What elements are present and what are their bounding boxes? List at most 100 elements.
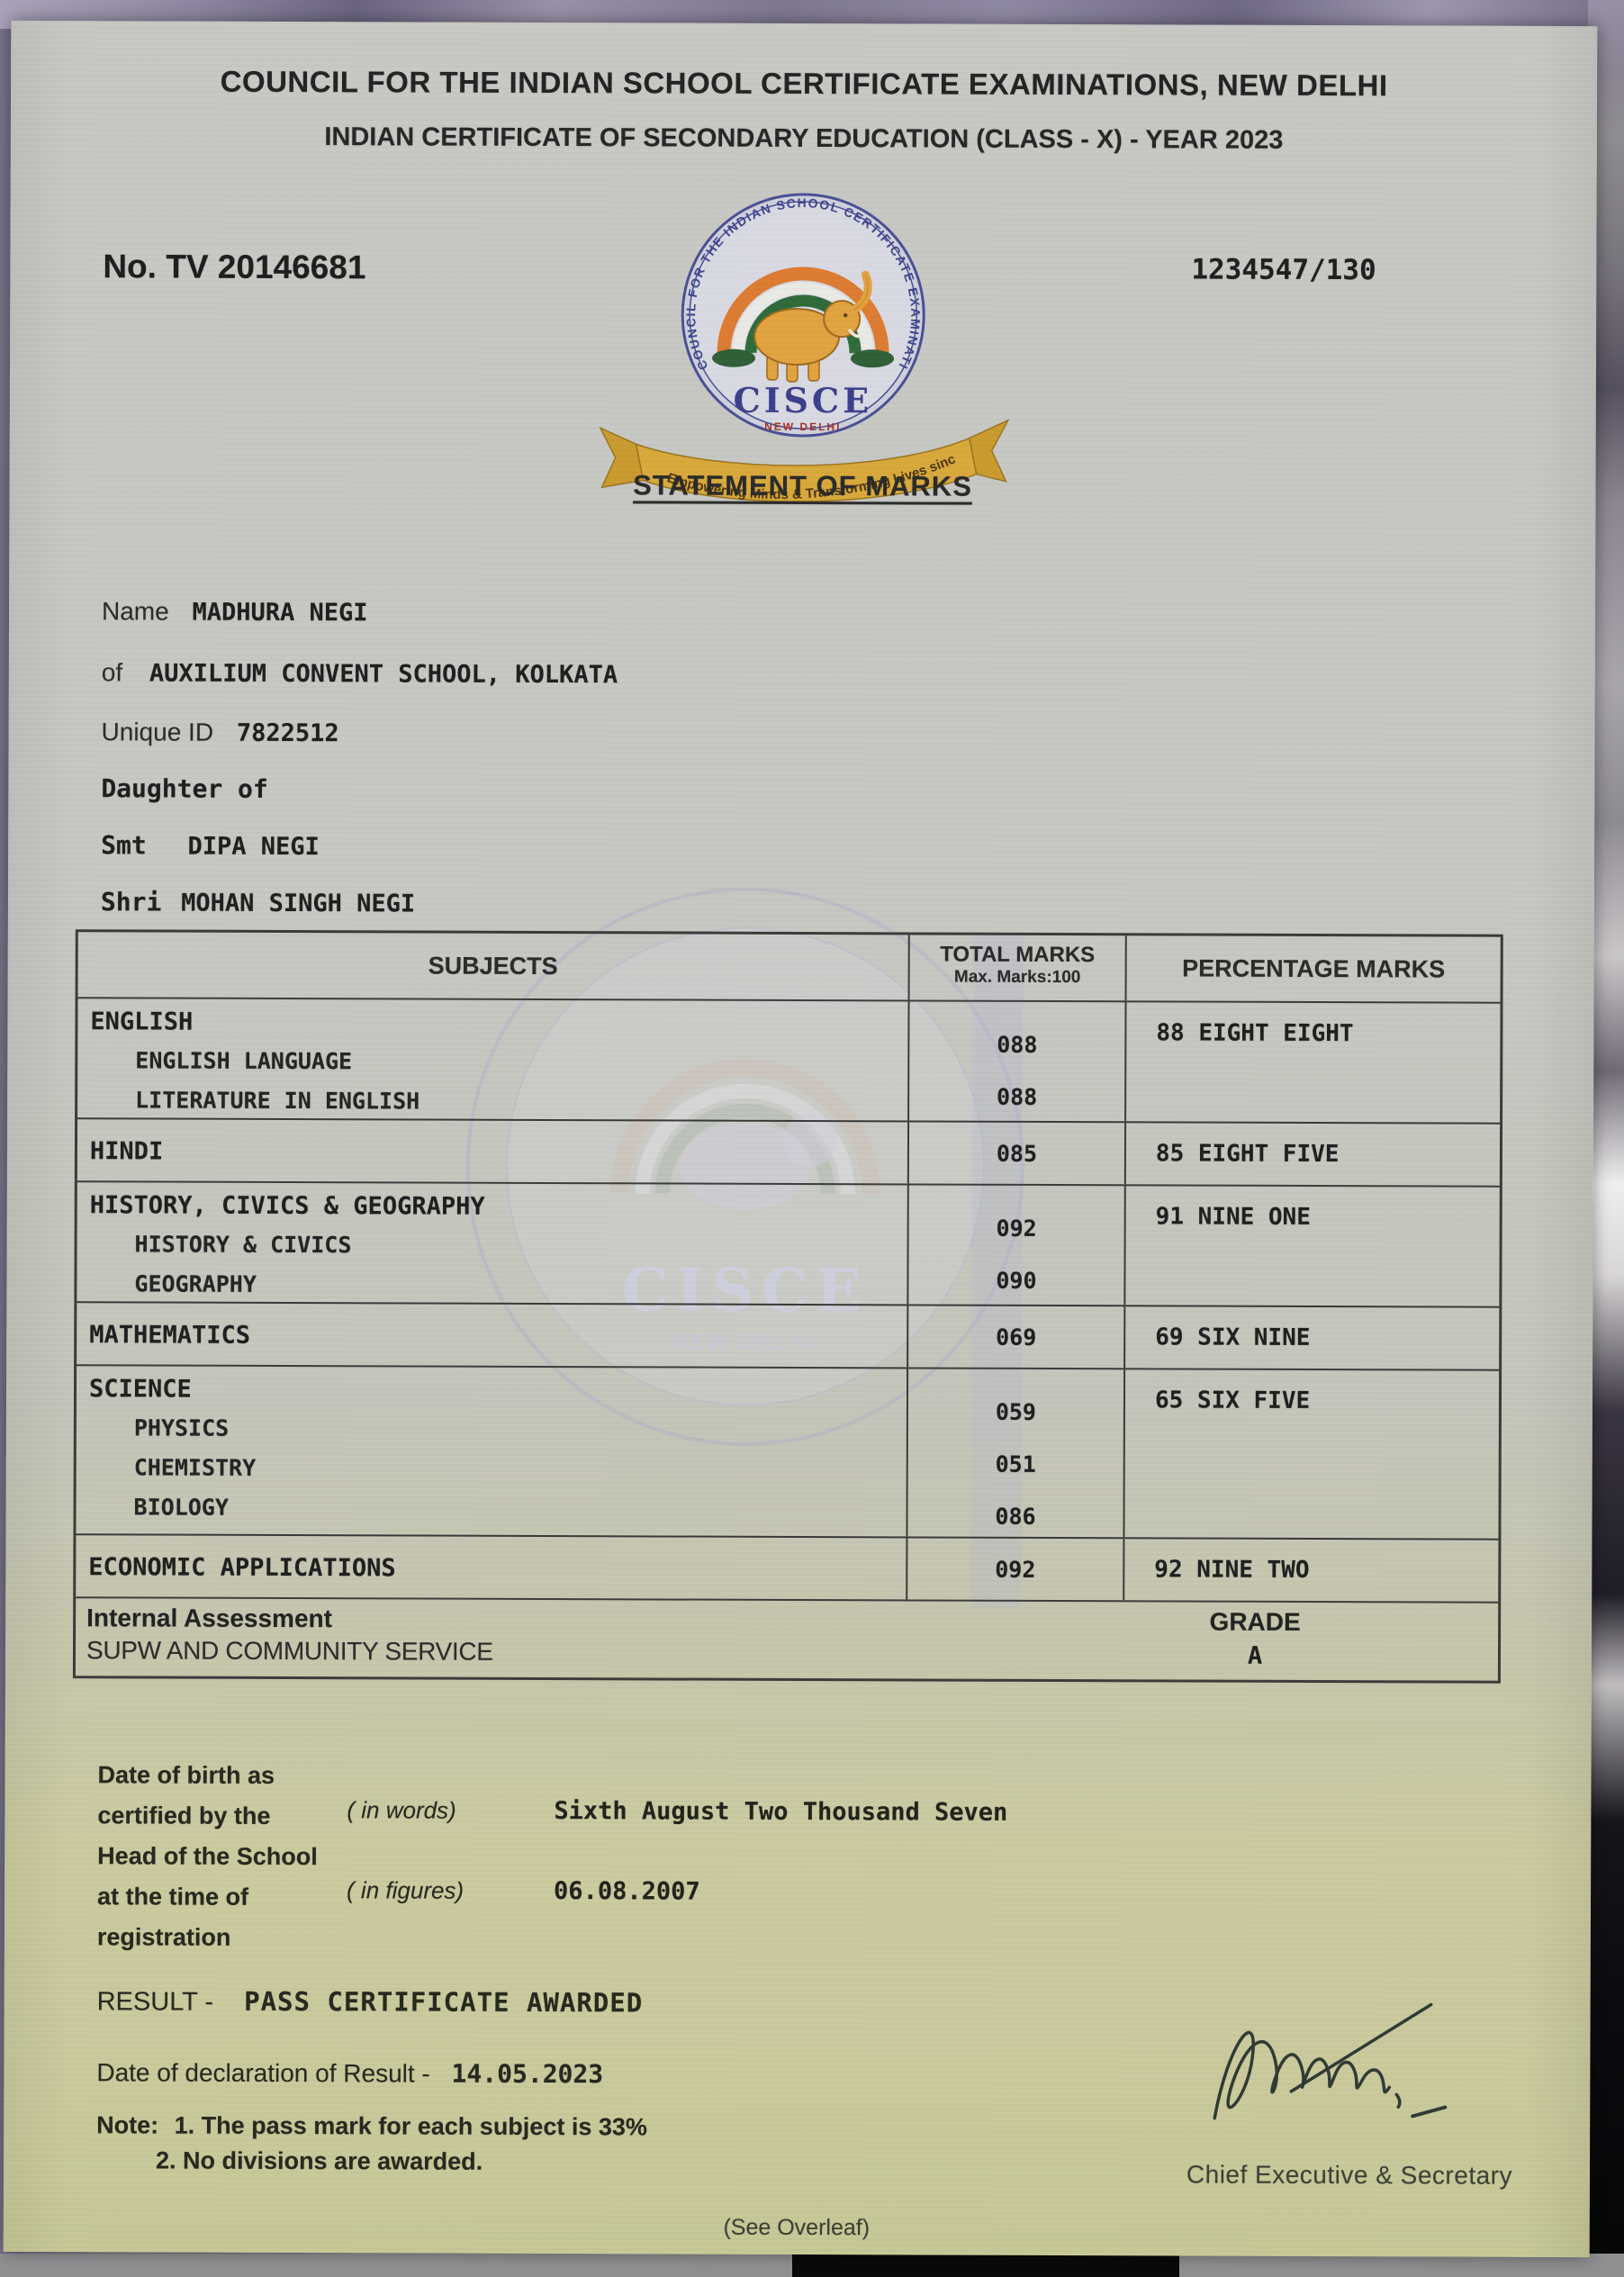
component-marks: 086 [995,1503,1036,1530]
council-title: COUNCIL FOR THE INDIAN SCHOOL CERTIFICAT… [220,64,1388,103]
marks-table-header-row: SUBJECTS TOTAL MARKS Max. Marks:100 PERC… [78,932,1501,1002]
note-label: Note: [96,2111,159,2139]
subject-name: MATHEMATICS [89,1321,251,1350]
unique-id-line: Unique ID 7822512 [102,718,339,747]
statement-title: STATEMENT OF MARKS [633,469,972,502]
table-row: HINDI 085 85 EIGHT FIVE [77,1117,1501,1186]
header-subjects: SUBJECTS [428,952,558,980]
dob-label-line: Date of birth as [97,1761,275,1789]
grade-value: A [1247,1641,1263,1670]
component-marks: 088 [997,1083,1038,1110]
component-marks: 090 [996,1267,1037,1294]
subject-name: HINDI [89,1137,164,1166]
component-name: PHYSICS [133,1414,230,1441]
component-marks: 051 [995,1450,1036,1477]
table-row: ECONOMIC APPLICATIONS 092 92 NINE TWO [76,1533,1499,1602]
certificate-number-label: No. [103,248,158,285]
signatory-title: Chief Executive & Secretary [1186,2160,1513,2190]
grade-header: GRADE [1209,1607,1301,1636]
see-overleaf: (See Overleaf) [723,2214,871,2241]
elephant-icon [753,270,872,383]
certificate-paper: COUNCIL FOR THE INDIAN SCHOOL CERTIFICAT… [3,20,1598,2258]
percentage-value: 85 EIGHT FIVE [1155,1140,1340,1169]
mother-label: Smt [101,830,147,861]
declaration-date: 14.05.2023 [451,2058,604,2090]
table-row: SCIENCE PHYSICS CHEMISTRY BIOLOGY 059 05… [76,1364,1500,1539]
component-marks: 092 [996,1215,1037,1242]
note-1: 1. The pass mark for each subject is 33% [174,2111,647,2141]
subject-marks: 085 [996,1140,1038,1167]
dob-in-words: Sixth August Two Thousand Seven [554,1797,1008,1827]
header-max-marks: Max. Marks:100 [953,967,1081,988]
certificate-number-value: TV 20146681 [166,248,366,286]
unique-id-value: 7822512 [236,718,339,748]
father-name: MOHAN SINGH NEGI [181,889,416,918]
header-total-marks-title: TOTAL MARKS [940,942,1096,968]
notes-block: Note: 1. The pass mark for each subject … [96,2111,647,2176]
table-row: ENGLISH ENGLISH LANGUAGE LITERATURE IN E… [77,997,1501,1123]
dob-in-figures: 06.08.2007 [554,1877,700,1906]
subject-name: ENGLISH [90,1007,194,1036]
component-name: HISTORY & CIVICS [134,1231,352,1259]
note-line-1: Note: 1. The pass mark for each subject … [96,2111,647,2141]
percentage-value: 91 NINE ONE [1155,1203,1311,1231]
component-name: GEOGRAPHY [134,1270,257,1297]
component-name: CHEMISTRY [133,1454,257,1481]
cisce-seal-logo: COUNCIL FOR THE INDIAN SCHOOL CERTIFICAT… [582,169,1019,514]
relation-label: Daughter of [101,773,268,804]
logo-acronym: CISCE [733,380,872,421]
internal-assessment-row: Internal Assessment SUPW AND COMMUNITY S… [75,1596,1499,1681]
serial-number: 1234547/130 [1191,253,1376,287]
logo-city: NEW DELHI [764,420,841,433]
header-percentage-marks: PERCENTAGE MARKS [1182,953,1446,982]
declaration-label: Date of declaration of Result - [96,2058,430,2088]
percentage-value: 65 SIX FIVE [1154,1387,1311,1414]
component-name: ENGLISH LANGUAGE [135,1047,353,1075]
school-line: of AUXILIUM CONVENT SCHOOL, KOLKATA [102,658,618,689]
father-label: Shri [100,887,162,917]
candidate-name: MADHURA NEGI [192,598,368,628]
subject-name: ECONOMIC APPLICATIONS [88,1553,396,1583]
unique-id-label: Unique ID [101,718,214,746]
declaration-line: Date of declaration of Result - 14.05.20… [96,2057,603,2089]
marks-table: SUBJECTS TOTAL MARKS Max. Marks:100 PERC… [72,929,1503,1684]
father-line: Shri MOHAN SINGH NEGI [101,887,415,917]
component-marks: 088 [997,1031,1038,1058]
cisce-logo-icon: COUNCIL FOR THE INDIAN SCHOOL CERTIFICAT… [582,169,1010,503]
result-line: RESULT - PASS CERTIFICATE AWARDED [97,1985,644,2019]
note-2: 2. No divisions are awarded. [155,2146,483,2175]
signature-icon [1213,2002,1448,2120]
percentage-value: 69 SIX NINE [1155,1324,1311,1351]
certificate-number: No. TV 20146681 [103,248,365,286]
header-total-marks: TOTAL MARKS Max. Marks:100 [907,935,1127,1001]
component-name: BIOLOGY [133,1494,229,1521]
date-of-birth-block: Date of birth as certified by the Head o… [96,1755,1008,1960]
in-words-label: ( in words) [347,1796,456,1824]
component-marks: 059 [995,1398,1037,1425]
table-row: MATHEMATICS 069 69 SIX NINE [77,1301,1500,1369]
percentage-value: 92 NINE TWO [1154,1556,1310,1584]
dob-label-line: at the time of [97,1883,249,1911]
exam-title: INDIAN CERTIFICATE OF SECONDARY EDUCATIO… [324,122,1284,155]
result-label: RESULT - [96,1987,214,2017]
mother-line: Smt DIPA NEGI [101,830,320,861]
signature-block: Chief Executive & Secretary [1160,1969,1539,2190]
school-name: AUXILIUM CONVENT SCHOOL, KOLKATA [149,659,618,690]
relation-line: Daughter of [101,773,268,804]
dob-label-line: Head of the School [97,1842,318,1871]
component-name: LITERATURE IN ENGLISH [135,1087,420,1115]
subject-marks: 092 [995,1556,1036,1583]
subject-name: HISTORY, CIVICS & GEOGRAPHY [89,1191,485,1221]
name-label: Name [101,597,169,626]
photo-background-bottom-dark-patch [792,2254,1179,2277]
in-figures-label: ( in figures) [347,1876,465,1904]
percentage-value: 88 EIGHT EIGHT [1156,1019,1354,1048]
of-label: of [101,658,123,687]
table-row: HISTORY, CIVICS & GEOGRAPHY HISTORY & CI… [77,1180,1500,1306]
mother-name: DIPA NEGI [187,832,320,862]
candidate-name-line: Name MADHURA NEGI [102,597,368,627]
subject-marks: 069 [996,1324,1037,1351]
result-value: PASS CERTIFICATE AWARDED [244,1985,644,2019]
dob-label-line: registration [96,1923,231,1951]
